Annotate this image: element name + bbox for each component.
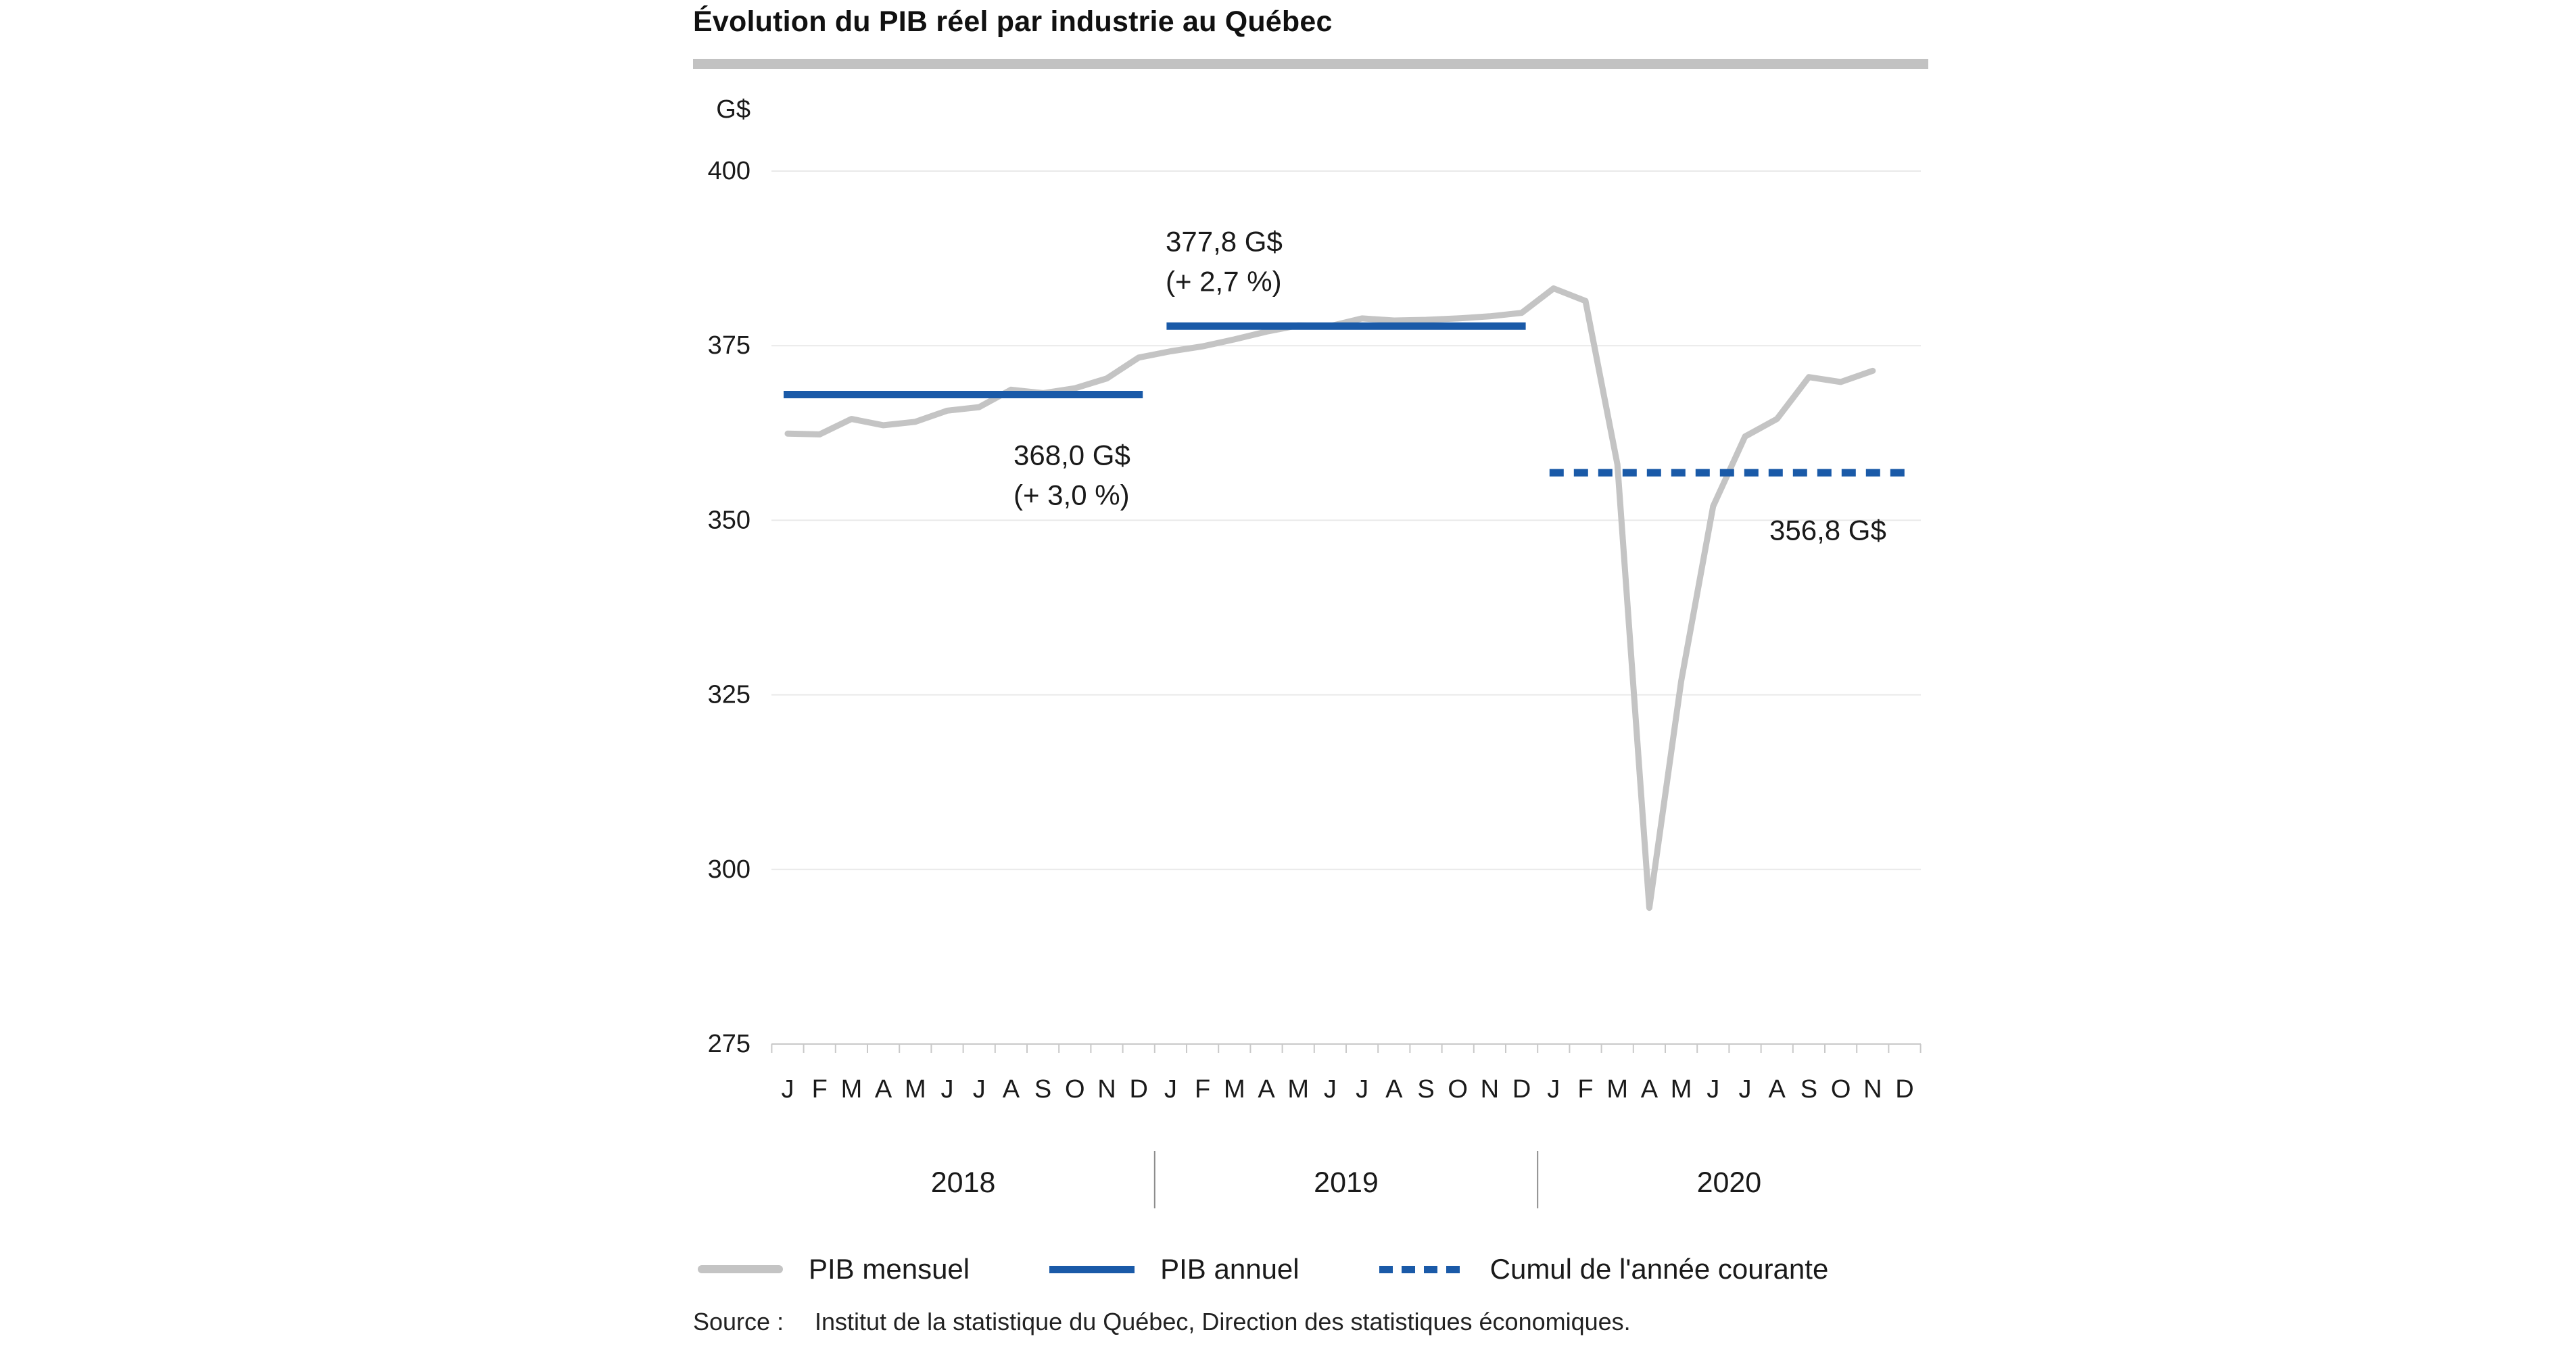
y-tick-label: 375 — [708, 331, 750, 360]
x-month-label: M — [1224, 1075, 1245, 1104]
legend-label-monthly: PIB mensuel — [809, 1253, 970, 1285]
monthly-gdp-line — [784, 285, 1876, 912]
x-month-label: A — [1385, 1075, 1403, 1104]
chart-title: Évolution du PIB réel par industrie au Q… — [693, 5, 1333, 38]
annotation-annual-2019: (+ 2,7 %) — [1166, 266, 1282, 298]
y-tick-label: 400 — [708, 157, 750, 185]
x-year-label-2018: 2018 — [931, 1166, 996, 1199]
legend-item-annual: PIB annuel — [1049, 1253, 1299, 1285]
y-axis-unit-label: G$ — [716, 95, 750, 124]
x-month-label: S — [1800, 1075, 1817, 1104]
y-tick-label: 350 — [708, 506, 750, 534]
annotation-annual-2018: (+ 3,0 %) — [1013, 479, 1130, 511]
y-tick-label: 275 — [708, 1030, 750, 1058]
x-month-label: M — [1287, 1075, 1309, 1104]
x-month-label: A — [1258, 1075, 1275, 1104]
x-month-label: O — [1448, 1075, 1468, 1104]
annotation-cumul-2020: 356,8 G$ — [1769, 515, 1886, 546]
x-month-label: M — [1671, 1075, 1692, 1104]
y-tick-label: 325 — [708, 681, 750, 709]
monthly-line-swatch — [698, 1265, 783, 1273]
x-month-label: J — [1164, 1075, 1177, 1104]
x-month-label: A — [875, 1075, 892, 1104]
x-month-label: M — [905, 1075, 926, 1104]
source-line: Source : Institut de la statistique du Q… — [693, 1308, 1631, 1336]
x-month-label: D — [1129, 1075, 1147, 1104]
annotation-annual-2019: 377,8 G$ — [1166, 226, 1283, 258]
x-year-label-2020: 2020 — [1697, 1166, 1762, 1199]
x-month-label: O — [1065, 1075, 1085, 1104]
x-month-label: J — [1324, 1075, 1337, 1104]
x-month-label: J — [1547, 1075, 1560, 1104]
x-month-label: A — [1641, 1075, 1659, 1104]
x-month-label: A — [1003, 1075, 1020, 1104]
source-text: Institut de la statistique du Québec, Di… — [815, 1308, 1631, 1335]
x-month-label: O — [1831, 1075, 1851, 1104]
x-month-label: J — [941, 1075, 954, 1104]
x-month-label: F — [1577, 1075, 1593, 1104]
x-month-label: M — [841, 1075, 863, 1104]
x-month-label: D — [1512, 1075, 1531, 1104]
x-month-label: A — [1769, 1075, 1786, 1104]
legend-label-cumulative: Cumul de l'année courante — [1489, 1253, 1829, 1285]
x-month-label: N — [1097, 1075, 1116, 1104]
x-month-label: F — [1195, 1075, 1210, 1104]
x-month-label: J — [782, 1075, 794, 1104]
x-month-label: S — [1417, 1075, 1434, 1104]
x-year-label-2019: 2019 — [1314, 1166, 1379, 1199]
annual-line-swatch — [1049, 1265, 1135, 1273]
x-month-label: N — [1481, 1075, 1499, 1104]
x-month-label: M — [1606, 1075, 1628, 1104]
legend-item-monthly: PIB mensuel — [698, 1253, 970, 1285]
legend-item-cumulative: Cumul de l'année courante — [1379, 1253, 1829, 1285]
title-rule — [693, 59, 1928, 69]
x-month-label: J — [1356, 1075, 1368, 1104]
x-month-label: J — [1739, 1075, 1752, 1104]
x-month-label: D — [1895, 1075, 1913, 1104]
x-month-label: F — [812, 1075, 828, 1104]
source-label: Source : — [693, 1308, 784, 1335]
x-month-label: J — [1707, 1075, 1719, 1104]
cumulative-line-swatch — [1379, 1265, 1464, 1273]
legend-label-annual: PIB annuel — [1160, 1253, 1299, 1285]
x-month-label: S — [1034, 1075, 1051, 1104]
x-month-label: N — [1863, 1075, 1882, 1104]
annotation-annual-2018: 368,0 G$ — [1013, 440, 1130, 471]
x-month-label: J — [973, 1075, 986, 1104]
y-tick-label: 300 — [708, 855, 750, 884]
chart-legend: PIB mensuel PIB annuel Cumul de l'année … — [698, 1253, 1828, 1285]
